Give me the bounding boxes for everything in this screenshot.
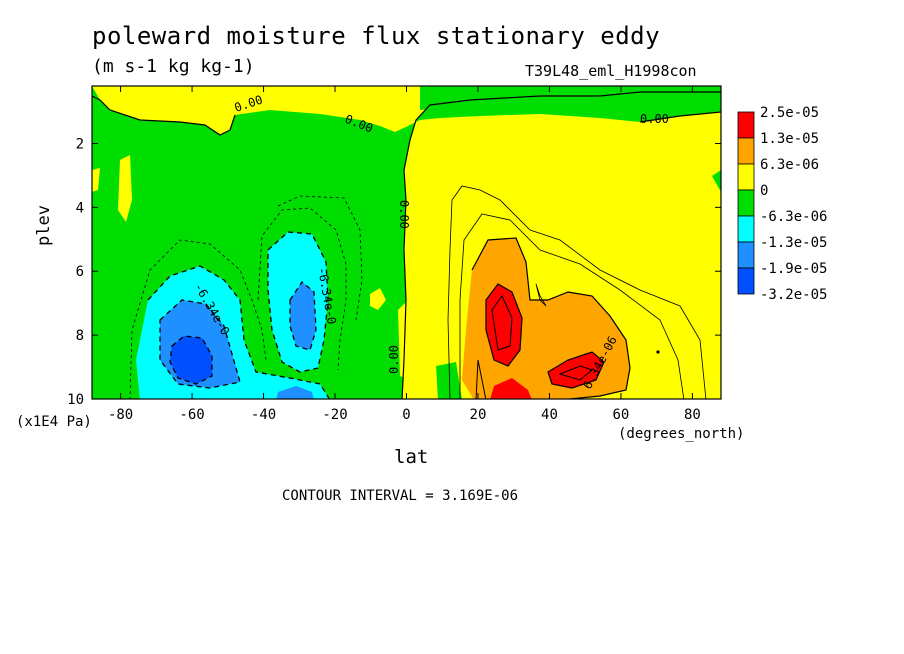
legend-swatch bbox=[737, 189, 755, 217]
contour-line bbox=[401, 91, 721, 399]
x-tick-label: -20 bbox=[322, 407, 347, 423]
y-tick-label: 8 bbox=[76, 328, 84, 344]
region-max-east bbox=[548, 352, 604, 388]
region-negative bbox=[92, 86, 721, 399]
x-axis-unit: (degrees_north) bbox=[618, 426, 745, 442]
chart-title: poleward moisture flux stationary eddy bbox=[92, 22, 661, 50]
contour-line bbox=[159, 299, 241, 389]
contour-label: 0.00 bbox=[640, 112, 669, 126]
legend-label: 0 bbox=[760, 183, 768, 199]
contour-line bbox=[147, 265, 331, 399]
region-negative-patch bbox=[436, 362, 462, 399]
legend-label: -1.3e-05 bbox=[760, 235, 827, 251]
y-tick-label: 4 bbox=[76, 200, 84, 216]
x-axis-label: lat bbox=[394, 446, 429, 468]
contour-line bbox=[475, 359, 487, 399]
x-tick-label: 80 bbox=[684, 407, 701, 423]
region-max bbox=[486, 284, 522, 366]
run-id: T39L48_eml_H1998con bbox=[525, 62, 697, 80]
x-tick-label: 40 bbox=[541, 407, 558, 423]
x-tick-label: -80 bbox=[108, 407, 133, 423]
contour-label: 0.00 bbox=[387, 345, 401, 374]
x-axis-ticks: -80 -60 -40 -20 0 20 40 60 80 bbox=[108, 86, 701, 423]
x-tick-label: 60 bbox=[613, 407, 630, 423]
region-negative-patch bbox=[712, 170, 721, 192]
y-axis-ticks: 2 4 6 8 10 bbox=[67, 136, 721, 408]
chart-units: (m s-1 kg kg-1) bbox=[92, 56, 255, 77]
legend-label: -3.2e-05 bbox=[760, 287, 827, 303]
legend-label: -6.3e-06 bbox=[760, 209, 827, 225]
y-tick-label: 2 bbox=[76, 136, 84, 152]
region-positive-patch bbox=[118, 155, 132, 222]
contour-fill bbox=[92, 86, 721, 399]
contour-line bbox=[169, 335, 213, 385]
legend-label: -1.9e-05 bbox=[760, 261, 827, 277]
legend-swatch bbox=[737, 215, 755, 243]
legend-swatch bbox=[737, 111, 755, 139]
x-tick-label: 0 bbox=[402, 407, 410, 423]
contour-line bbox=[485, 283, 523, 367]
y-axis-unit: (x1E4 Pa) bbox=[16, 414, 92, 430]
legend-swatch bbox=[737, 267, 755, 295]
contour-line bbox=[639, 111, 721, 123]
contour-label: 0.00 bbox=[397, 200, 411, 229]
legend-label: 2.5e-05 bbox=[760, 105, 819, 121]
contour-interval: CONTOUR INTERVAL = 3.169E-06 bbox=[282, 488, 519, 504]
x-tick-label: -60 bbox=[179, 407, 204, 423]
legend-label: 1.3e-05 bbox=[760, 131, 819, 147]
y-tick-label: 10 bbox=[67, 392, 84, 408]
contour-line bbox=[129, 239, 267, 399]
legend-swatch bbox=[737, 137, 755, 165]
contour-line bbox=[558, 365, 594, 381]
legend-swatch bbox=[737, 241, 755, 269]
region-positive-patch bbox=[92, 86, 240, 104]
contour-line bbox=[277, 195, 363, 321]
contour-line bbox=[547, 351, 605, 389]
region-positive-patch bbox=[92, 168, 100, 192]
region-blue-bottom bbox=[276, 386, 314, 399]
contour-line bbox=[267, 231, 329, 373]
region-blue-mid bbox=[290, 282, 316, 350]
legend-swatch bbox=[737, 163, 755, 191]
contour-line bbox=[471, 237, 631, 399]
region-positive-patch bbox=[250, 96, 360, 114]
contour-line bbox=[289, 281, 317, 351]
contour-line bbox=[459, 213, 685, 399]
contour-point bbox=[656, 350, 660, 354]
x-tick-label: 20 bbox=[470, 407, 487, 423]
contour-line bbox=[447, 185, 707, 399]
region-max-low bbox=[490, 378, 532, 399]
color-legend: 2.5e-05 1.3e-05 6.3e-06 0 -6.3e-06 -1.3e-05 -1… bbox=[737, 105, 827, 303]
contour-line bbox=[491, 295, 513, 351]
contour-line bbox=[92, 95, 236, 136]
region-min bbox=[170, 336, 212, 384]
contour-line bbox=[535, 283, 547, 307]
x-tick-label: -40 bbox=[251, 407, 276, 423]
region-positive-patch bbox=[370, 100, 410, 114]
contour-lines bbox=[92, 91, 721, 399]
legend-label: 6.3e-06 bbox=[760, 157, 819, 173]
y-tick-label: 6 bbox=[76, 264, 84, 280]
region-positive-patch bbox=[370, 288, 386, 310]
